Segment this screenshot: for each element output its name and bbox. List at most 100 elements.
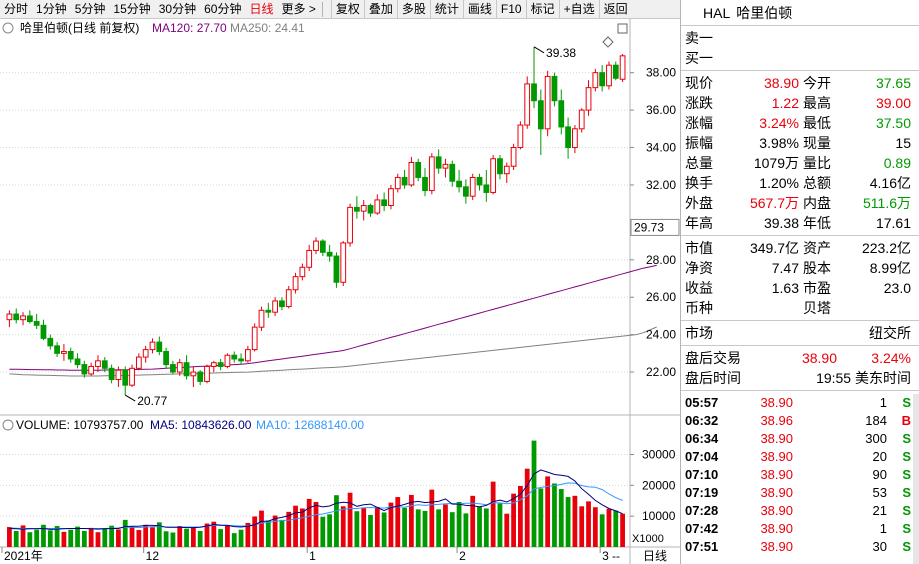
candle [510, 143, 517, 170]
volume-bar [7, 526, 12, 547]
tick-time: 07:28 [685, 502, 719, 518]
tick-row: 07:42 38.90 1 S [681, 519, 919, 537]
quote-row: 年高 39.38 年低 17.61 [681, 213, 919, 233]
candle-body [95, 360, 101, 367]
candle [135, 353, 142, 371]
volume-bar [122, 519, 128, 547]
volume-bar [143, 524, 149, 547]
fundamental-label: 净资 [685, 260, 713, 276]
candle-body [279, 300, 285, 308]
volume-bar [538, 488, 544, 547]
volume-bar [47, 530, 53, 547]
volume-bar [190, 527, 196, 547]
maximize-icon[interactable] [617, 23, 628, 34]
period-tab-2[interactable]: 5分钟 [74, 1, 106, 16]
date-axis-tail: -- [612, 549, 620, 563]
volume-bar [259, 510, 264, 547]
candle-body [299, 266, 306, 278]
candle [422, 168, 428, 197]
quote-panel: HAL 哈里伯顿 卖一 买一 现价 38.90 今开 37.65 涨跌 1.22 最高 39.… [680, 0, 919, 564]
toolbar-action-6[interactable]: 标记 [525, 0, 559, 19]
toolbar-action-2[interactable]: 多股 [396, 0, 430, 19]
period-tab-3[interactable]: 15分钟 [113, 1, 151, 16]
quote-value: 1079万 [753, 155, 799, 171]
period-tab-5[interactable]: 60分钟 [204, 1, 242, 16]
volume-bar [354, 511, 360, 547]
candle-body [101, 360, 108, 369]
vol-ma5-line [9, 469, 623, 530]
candle [333, 252, 340, 288]
tick-scrollbar[interactable] [913, 394, 919, 564]
volume-bar [27, 532, 33, 547]
volume-settings-icon[interactable] [2, 419, 14, 431]
candle-body [306, 249, 313, 268]
candle-body [606, 64, 612, 87]
candle-body [88, 365, 95, 375]
volume-bar [299, 508, 305, 547]
tick-row: 07:28 38.90 21 S [681, 501, 919, 519]
candle-body [599, 72, 606, 87]
candle-body [619, 55, 626, 80]
chart-settings-icon[interactable] [2, 22, 14, 34]
tick-qty: 1 [879, 520, 887, 536]
candle [285, 285, 292, 309]
candle [231, 351, 238, 363]
fundamental-value: 349.7亿 [749, 240, 799, 256]
candle [367, 203, 374, 217]
candlesticks [6, 46, 626, 396]
volume-bar [109, 525, 114, 547]
volume-bar [490, 481, 496, 547]
candle-body [353, 206, 360, 212]
toolbar-action-5[interactable]: F10 [495, 0, 526, 19]
volume-bar [504, 513, 510, 547]
fundamental-label: 市值 [685, 240, 713, 256]
tick-list[interactable]: 05:57 38.90 1 S 06:32 38.96 184 B 06:34 38.90 300 S… [681, 391, 919, 557]
market-label: 市场 [685, 325, 713, 341]
kline-chart[interactable]: 哈里伯顿(日线 前复权) MA120: 27.70 MA250: 24.41 3… [0, 19, 680, 564]
volume-bar [422, 510, 428, 547]
volume-bar [511, 493, 516, 547]
candle-body [170, 364, 176, 373]
candle [258, 306, 265, 331]
toolbar-action-7[interactable]: +自选 [558, 0, 599, 19]
quote-label: 内盘 [803, 195, 831, 211]
date-tick-label: 2021年 [4, 549, 43, 563]
candle [531, 46, 537, 109]
candle [449, 160, 456, 187]
tick-time: 07:42 [685, 520, 719, 536]
period-tab-6[interactable]: 日线 [249, 1, 274, 16]
price-tick-label: 26.00 [646, 290, 676, 304]
collapse-diamond-icon[interactable] [602, 36, 614, 48]
buy1-row: 买一 [681, 48, 919, 68]
toolbar-action-4[interactable]: 画线 [462, 0, 496, 19]
toolbar-action-8[interactable]: 返回 [598, 0, 632, 19]
candle-body [265, 309, 272, 313]
volume-bar [518, 485, 523, 547]
fundamental-label: 币种 [685, 300, 713, 316]
tick-side: S [902, 502, 911, 518]
quote-row: 涨跌 1.22 最高 39.00 [681, 93, 919, 113]
candle-body [544, 75, 551, 130]
period-tab-0[interactable]: 分时 [4, 1, 29, 16]
quote-label: 最低 [803, 115, 831, 131]
tick-price: 38.90 [760, 538, 793, 554]
candle [469, 173, 476, 200]
candle [54, 342, 60, 358]
fundamental-label: 市盈 [803, 280, 831, 296]
toolbar-action-1[interactable]: 叠加 [363, 0, 397, 19]
period-tab-7[interactable]: 更多 > [281, 1, 316, 16]
toolbar-action-3[interactable]: 统计 [429, 0, 463, 19]
candle-body [524, 83, 531, 126]
date-tick-label: 3 [602, 549, 609, 563]
tick-price: 38.90 [760, 430, 793, 446]
toolbar-action-0[interactable]: 复权 [330, 0, 364, 19]
period-tab-1[interactable]: 1分钟 [36, 1, 67, 16]
vol-ma5-legend: MA5: 10843626.00 [150, 418, 252, 432]
tick-time: 05:57 [685, 394, 719, 410]
candle [503, 162, 510, 184]
candle-body [442, 163, 449, 169]
volume-bar [204, 523, 210, 547]
period-tab-4[interactable]: 30分钟 [158, 1, 197, 16]
quote-value: 4.16亿 [869, 175, 911, 191]
period-label[interactable]: 日线 [643, 549, 667, 563]
